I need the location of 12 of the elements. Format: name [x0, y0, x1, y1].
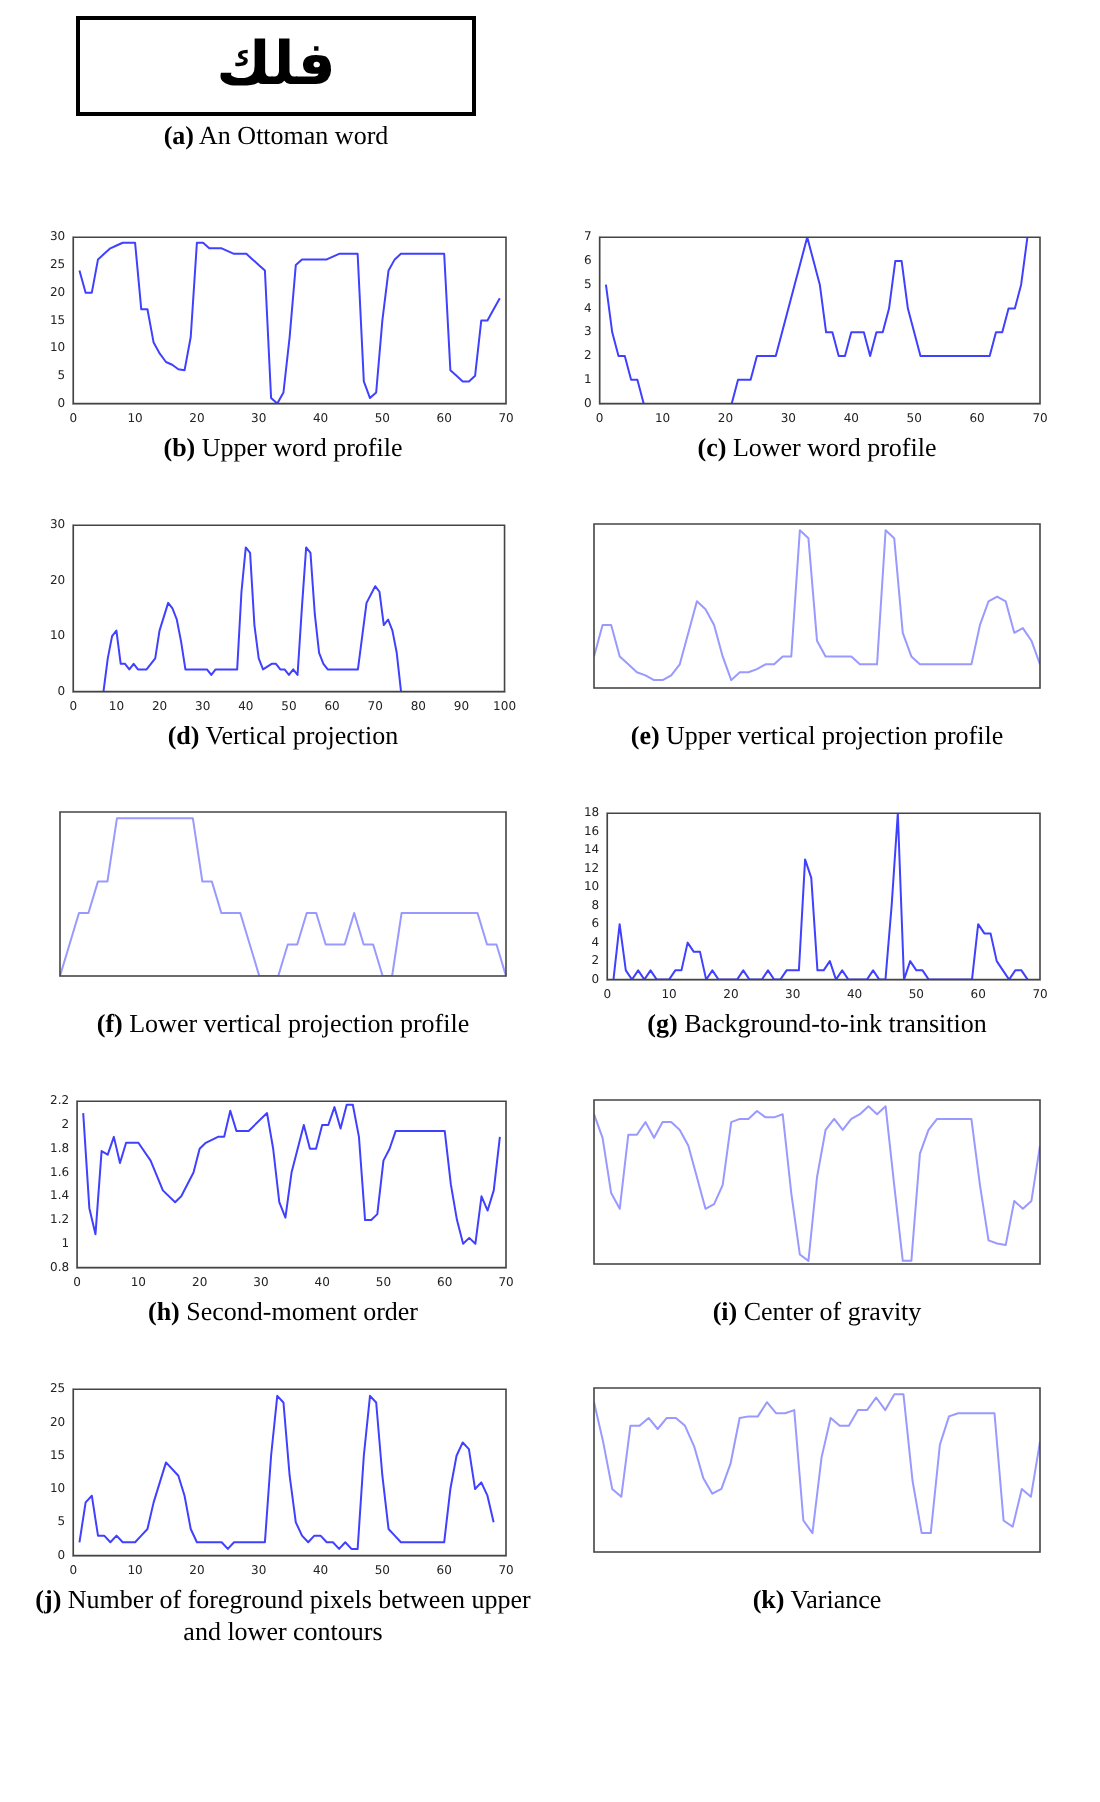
- text: (i) Center of gravity: [712, 1296, 922, 1326]
- text: (g) Background-to-ink transition: [647, 1008, 987, 1038]
- text: (a) An Ottoman word: [163, 120, 389, 150]
- text: (k) Variance: [752, 1584, 882, 1614]
- text: (f) Lower vertical projection profile: [96, 1008, 470, 1038]
- text: (b) Upper word profile: [163, 432, 403, 462]
- text: (e) Upper vertical projection profile: [630, 720, 1004, 750]
- text: (h) Second-moment order: [147, 1296, 419, 1326]
- text: (j) Number of foreground pixels between upper and lower contours: [35, 1584, 531, 1646]
- text: فلك: [76, 16, 476, 116]
- text: (d) Vertical projection: [167, 720, 399, 750]
- text: (c) Lower word profile: [697, 432, 937, 462]
